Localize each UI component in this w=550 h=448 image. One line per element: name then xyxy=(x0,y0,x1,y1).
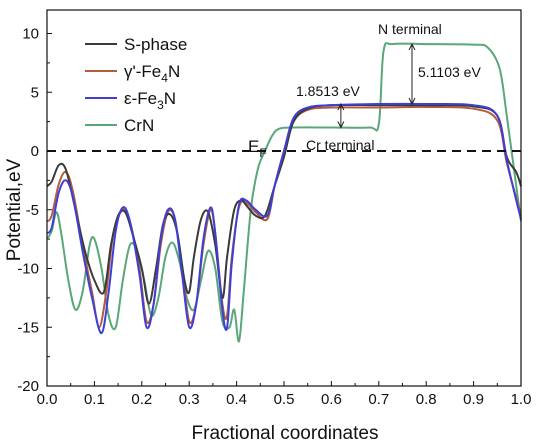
arrow-1-8513-head-top xyxy=(337,102,345,111)
x-tick-label: 0.0 xyxy=(37,391,58,408)
x-tick-label: 0.9 xyxy=(463,391,484,408)
n-terminal-label: N terminal xyxy=(378,21,442,37)
series-line--fe3n xyxy=(46,102,522,335)
x-tick-label: 0.7 xyxy=(368,391,389,408)
legend: S-phase γ'-Fe4N ε-Fe3N CrN xyxy=(85,35,187,135)
fermi-level-label: EF xyxy=(248,137,267,160)
legend-label: γ'-Fe4N xyxy=(124,62,180,85)
x-tick-label: 0.2 xyxy=(131,391,152,408)
legend-label: S-phase xyxy=(124,35,187,54)
tick-layer: 0.0 0.1 0.2 0.3 0.4 0.5 0.6 0.7 0.8 0.9 1.0 -20 -15 -… xyxy=(17,26,531,409)
y-tick-label: -15 xyxy=(17,319,39,336)
x-tick-label: 0.6 xyxy=(321,391,342,408)
y-tick-label: 5 xyxy=(31,84,39,101)
arrow-1-8513-head-bottom xyxy=(337,121,345,129)
legend-label: CrN xyxy=(124,116,154,135)
annotation-1-8513-ev: 1.8513 eV xyxy=(296,83,360,99)
cr-terminal-label: Cr terminal xyxy=(306,137,374,153)
x-axis-title: Fractional coordinates xyxy=(192,423,379,444)
x-tick-label: 1.0 xyxy=(511,391,532,408)
series-line-crn xyxy=(46,42,522,343)
x-tick-label: 0.3 xyxy=(179,391,200,408)
y-axis-title: Potential,eV xyxy=(4,158,25,261)
legend-label: ε-Fe3N xyxy=(124,89,176,112)
x-tick-label: 0.4 xyxy=(226,391,247,408)
y-tick-label: -5 xyxy=(26,202,39,219)
annotation-arrows xyxy=(337,42,416,129)
series-layer xyxy=(46,42,522,343)
x-tick-label: 0.8 xyxy=(416,391,437,408)
series-line-s-phase xyxy=(46,103,522,305)
y-tick-label: -20 xyxy=(17,378,39,395)
y-tick-label: 0 xyxy=(31,143,39,160)
x-tick-label: 0.5 xyxy=(274,391,295,408)
y-tick-label: -10 xyxy=(17,261,39,278)
annotation-5-1103-ev: 5.1103 eV xyxy=(418,64,481,80)
plot-frame xyxy=(46,9,522,387)
x-tick-label: 0.1 xyxy=(84,391,105,408)
y-tick-label: 10 xyxy=(22,26,39,43)
arrow-5-1103-head-top xyxy=(408,42,416,51)
arrow-5-1103-head-bottom xyxy=(408,97,416,106)
